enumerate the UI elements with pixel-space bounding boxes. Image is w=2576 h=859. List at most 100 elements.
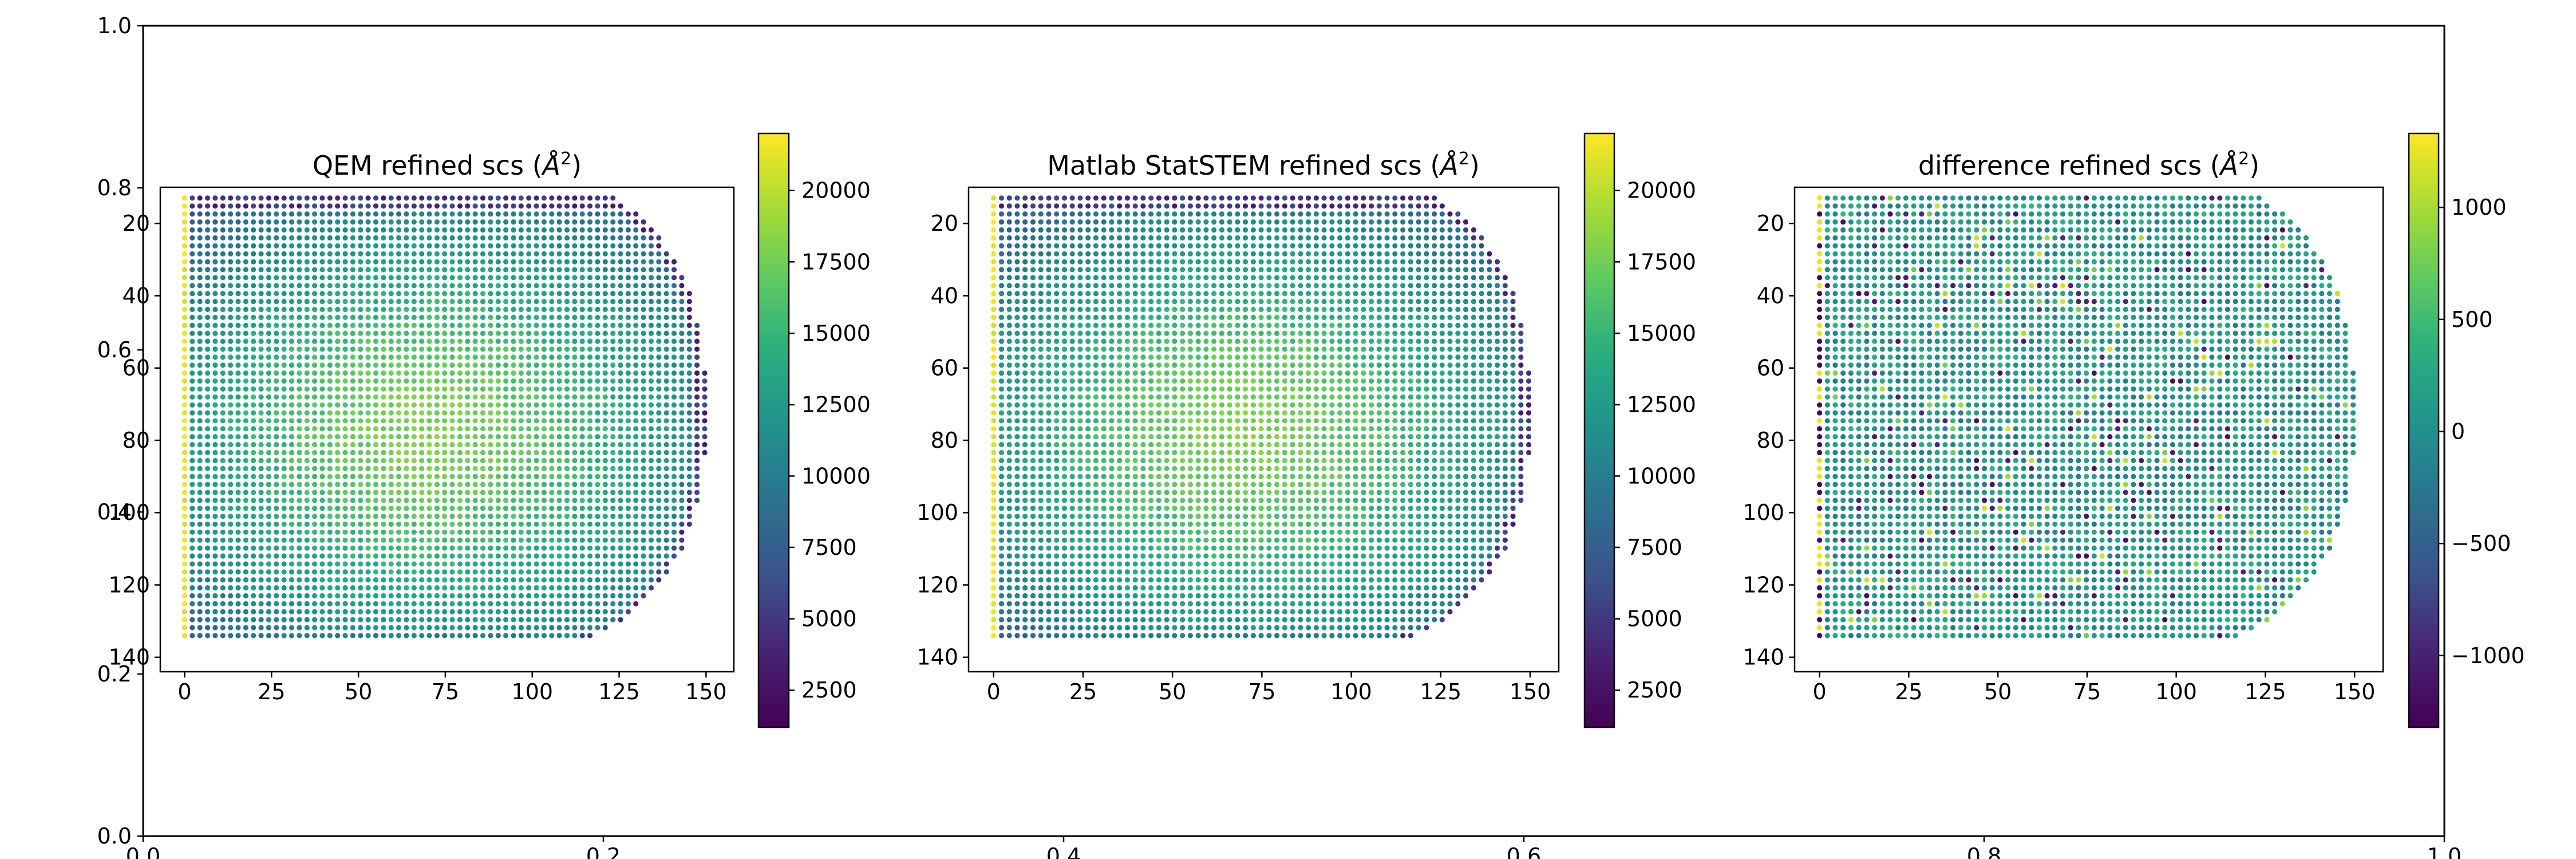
scatter-point (549, 577, 555, 583)
scatter-point (181, 458, 188, 463)
scatter-point (312, 322, 318, 328)
scatter-point (648, 498, 654, 503)
scatter-point (304, 354, 310, 360)
scatter-point (1235, 298, 1240, 305)
scatter-point (1014, 275, 1020, 281)
scatter-point (181, 394, 188, 400)
scatter-point (495, 593, 501, 598)
scatter-point (243, 577, 248, 583)
scatter-point (1132, 275, 1138, 281)
scatter-point (381, 601, 386, 606)
scatter-point (1203, 283, 1209, 289)
scatter-point (488, 386, 493, 392)
scatter-point (1203, 259, 1209, 265)
scatter-point (327, 370, 333, 376)
scatter-point (549, 609, 555, 614)
scatter-point (686, 434, 692, 440)
scatter-point (1361, 338, 1366, 344)
scatter-point (1321, 227, 1327, 233)
scatter-point (228, 633, 234, 639)
y-tick-label: 100 (108, 500, 150, 525)
scatter-point (457, 537, 463, 543)
scatter-point (350, 466, 356, 471)
scatter-point (181, 506, 188, 511)
scatter-point (694, 386, 700, 392)
scatter-point (419, 466, 425, 471)
scatter-point (1274, 346, 1280, 352)
scatter-point (442, 227, 448, 233)
scatter-point (319, 354, 325, 360)
scatter-point (618, 370, 623, 376)
scatter-point (656, 506, 662, 511)
scatter-point (235, 482, 241, 487)
scatter-point (419, 346, 425, 352)
scatter-point (1258, 322, 1264, 328)
scatter-point (396, 219, 402, 225)
scatter-point (526, 259, 532, 265)
scatter-point (350, 227, 356, 233)
scatter-point (1022, 306, 1028, 313)
scatter-point (181, 402, 188, 408)
scatter-point (1006, 275, 1012, 281)
scatter-points (991, 195, 1532, 639)
scatter-point (1329, 338, 1335, 344)
scatter-point (610, 553, 616, 559)
scatter-point (258, 283, 264, 289)
scatter-point (297, 283, 302, 289)
scatter-point (449, 482, 455, 487)
scatter-point (556, 354, 562, 360)
scatter-point (396, 506, 402, 511)
scatter-point (365, 625, 371, 631)
scatter-point (1447, 314, 1453, 320)
scatter-point (189, 227, 195, 233)
scatter-point (251, 251, 256, 257)
scatter-point (1006, 298, 1012, 305)
scatter-point (564, 545, 570, 551)
scatter-point (457, 290, 463, 297)
scatter-point (686, 402, 692, 408)
scatter-point (304, 450, 310, 456)
scatter-point (274, 593, 279, 598)
scatter-point (656, 537, 662, 543)
scatter-point (319, 203, 325, 209)
scatter-point (694, 410, 700, 416)
scatter-point (564, 617, 570, 622)
scatter-point (641, 490, 646, 495)
scatter-point (1345, 314, 1350, 320)
scatter-point (1384, 251, 1390, 257)
scatter-point (534, 521, 539, 527)
scatter-point (335, 346, 341, 352)
scatter-point (181, 450, 188, 456)
scatter-point (541, 506, 547, 511)
scatter-point (342, 203, 348, 209)
scatter-point (1487, 251, 1492, 257)
scatter-point (1432, 195, 1437, 201)
scatter-point (289, 474, 295, 479)
scatter-point (534, 593, 539, 598)
scatter-point (572, 410, 578, 416)
scatter-point (1046, 330, 1052, 336)
scatter-point (472, 442, 478, 448)
scatter-point (220, 275, 226, 281)
scatter-point (449, 203, 455, 209)
scatter-point (541, 290, 547, 297)
scatter-point (549, 410, 555, 416)
scatter-point (297, 267, 302, 273)
scatter-point (212, 609, 218, 614)
scatter-point (312, 275, 318, 281)
scatter-point (258, 545, 264, 551)
scatter-point (342, 370, 348, 376)
scatter-point (411, 593, 417, 598)
scatter-point (220, 354, 226, 360)
scatter-point (404, 482, 409, 487)
scatter-point (602, 195, 608, 201)
scatter-point (679, 283, 685, 289)
scatter-point (1101, 267, 1107, 273)
scatter-point (534, 195, 539, 201)
scatter-point (518, 290, 524, 297)
scatter-point (579, 553, 585, 559)
scatter-point (251, 537, 256, 543)
scatter-point (197, 466, 203, 471)
scatter-point (243, 251, 248, 257)
scatter-point (449, 418, 455, 424)
